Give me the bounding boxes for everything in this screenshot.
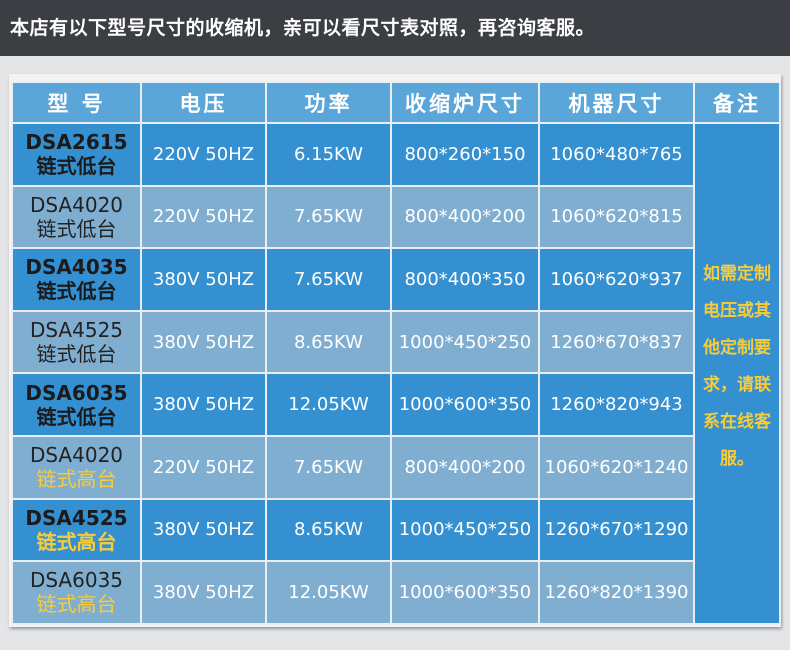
model-type: 链式低台 <box>36 342 117 367</box>
model-cell: DSA4020 链式高台 <box>11 434 142 500</box>
header-furnace-size: 收缩炉尺寸 <box>390 81 540 124</box>
power-cell: 7.65KW <box>265 434 392 500</box>
table-header-row: 型 号 电压 功率 收缩炉尺寸 机器尺寸 备注 <box>11 81 781 124</box>
header-model: 型 号 <box>11 81 142 124</box>
model-cell: DSA4525 链式高台 <box>11 497 142 563</box>
voltage-cell: 380V 50HZ <box>140 247 267 312</box>
header-voltage: 电压 <box>140 81 267 124</box>
model-cell: DSA4525 链式低台 <box>11 309 142 375</box>
voltage-cell: 220V 50HZ <box>140 434 267 500</box>
table-row: DSA6035 链式高台 380V 50HZ 12.05KW 1000*600*3… <box>11 560 780 625</box>
furnace-size-cell: 800*400*350 <box>390 247 540 312</box>
model-code: DSA2615 <box>25 130 128 155</box>
model-cell: DSA2615 链式低台 <box>11 122 142 187</box>
model-type: 链式高台 <box>36 467 117 492</box>
notes-cell: 如需定制电压或其他定制要求，请联系在线客服。 <box>693 122 781 625</box>
header-machine-size: 机器尺寸 <box>538 81 695 124</box>
voltage-cell: 380V 50HZ <box>140 372 267 437</box>
table-row: DSA4525 链式高台 380V 50HZ 8.65KW 1000*450*25… <box>11 497 780 563</box>
model-type: 链式低台 <box>36 154 117 179</box>
power-cell: 7.65KW <box>265 184 392 250</box>
model-cell: DSA6035 链式低台 <box>11 372 142 437</box>
machine-size-cell: 1260*670*1290 <box>538 497 695 563</box>
header-power: 功率 <box>265 81 392 124</box>
model-type: 链式低台 <box>36 279 117 304</box>
table-row: DSA6035 链式低台 380V 50HZ 12.05KW 1000*600*3… <box>11 372 780 437</box>
machine-size-cell: 1060*620*815 <box>538 184 695 250</box>
machine-size-cell: 1060*480*765 <box>538 122 695 187</box>
table-row: DSA4035 链式低台 380V 50HZ 7.65KW 800*400*350… <box>11 247 780 312</box>
machine-size-cell: 1260*820*1390 <box>538 560 695 625</box>
furnace-size-cell: 1000*600*350 <box>390 560 540 625</box>
power-cell: 6.15KW <box>265 122 392 187</box>
model-type: 链式低台 <box>36 404 117 429</box>
furnace-size-cell: 1000*600*350 <box>390 372 540 437</box>
model-code: DSA4525 <box>25 505 128 530</box>
model-code: DSA4525 <box>29 318 124 343</box>
machine-size-cell: 1060*620*937 <box>538 247 695 312</box>
model-code: DSA6035 <box>25 380 128 405</box>
voltage-cell: 380V 50HZ <box>140 497 267 563</box>
furnace-size-cell: 800*400*200 <box>390 434 540 500</box>
model-code: DSA6035 <box>29 568 124 593</box>
model-type: 链式高台 <box>36 592 117 617</box>
model-type: 链式低台 <box>36 216 117 241</box>
voltage-cell: 220V 50HZ <box>140 184 267 250</box>
voltage-cell: 380V 50HZ <box>140 560 267 625</box>
machine-size-cell: 1060*620*1240 <box>538 434 695 500</box>
table-row: DSA4020 链式低台 220V 50HZ 7.65KW 800*400*200… <box>11 184 780 250</box>
table-row: DSA4525 链式低台 380V 50HZ 8.65KW 1000*450*25… <box>11 309 780 375</box>
furnace-size-cell: 1000*450*250 <box>390 309 540 375</box>
model-code: DSA4020 <box>29 192 124 217</box>
power-cell: 7.65KW <box>265 247 392 312</box>
model-type: 链式高台 <box>36 529 117 554</box>
furnace-size-cell: 1000*450*250 <box>390 497 540 563</box>
power-cell: 12.05KW <box>265 372 392 437</box>
model-cell: DSA4035 链式低台 <box>11 247 142 312</box>
spec-table: 型 号 电压 功率 收缩炉尺寸 机器尺寸 备注 DSA2615 链式低台 220V… <box>11 81 781 625</box>
model-cell: DSA4020 链式低台 <box>11 184 142 250</box>
spec-table-card: 型 号 电压 功率 收缩炉尺寸 机器尺寸 备注 DSA2615 链式低台 220V… <box>9 74 781 627</box>
header-notes: 备注 <box>693 81 781 124</box>
banner: 本店有以下型号尺寸的收缩机，亲可以看尺寸表对照，再咨询客服。 <box>0 0 790 56</box>
voltage-cell: 220V 50HZ <box>140 122 267 187</box>
table-row: DSA2615 链式低台 220V 50HZ 6.15KW 800*260*150… <box>11 122 781 625</box>
model-code: DSA4035 <box>25 255 128 280</box>
table-row: DSA4020 链式高台 220V 50HZ 7.65KW 800*400*200… <box>11 434 780 500</box>
voltage-cell: 380V 50HZ <box>140 309 267 375</box>
power-cell: 12.05KW <box>265 560 392 625</box>
model-cell: DSA6035 链式高台 <box>11 560 142 625</box>
power-cell: 8.65KW <box>265 497 392 563</box>
model-code: DSA4020 <box>29 443 124 468</box>
furnace-size-cell: 800*400*200 <box>390 184 540 250</box>
machine-size-cell: 1260*820*943 <box>538 372 695 437</box>
machine-size-cell: 1260*670*837 <box>538 309 695 375</box>
power-cell: 8.65KW <box>265 309 392 375</box>
furnace-size-cell: 800*260*150 <box>390 122 540 187</box>
